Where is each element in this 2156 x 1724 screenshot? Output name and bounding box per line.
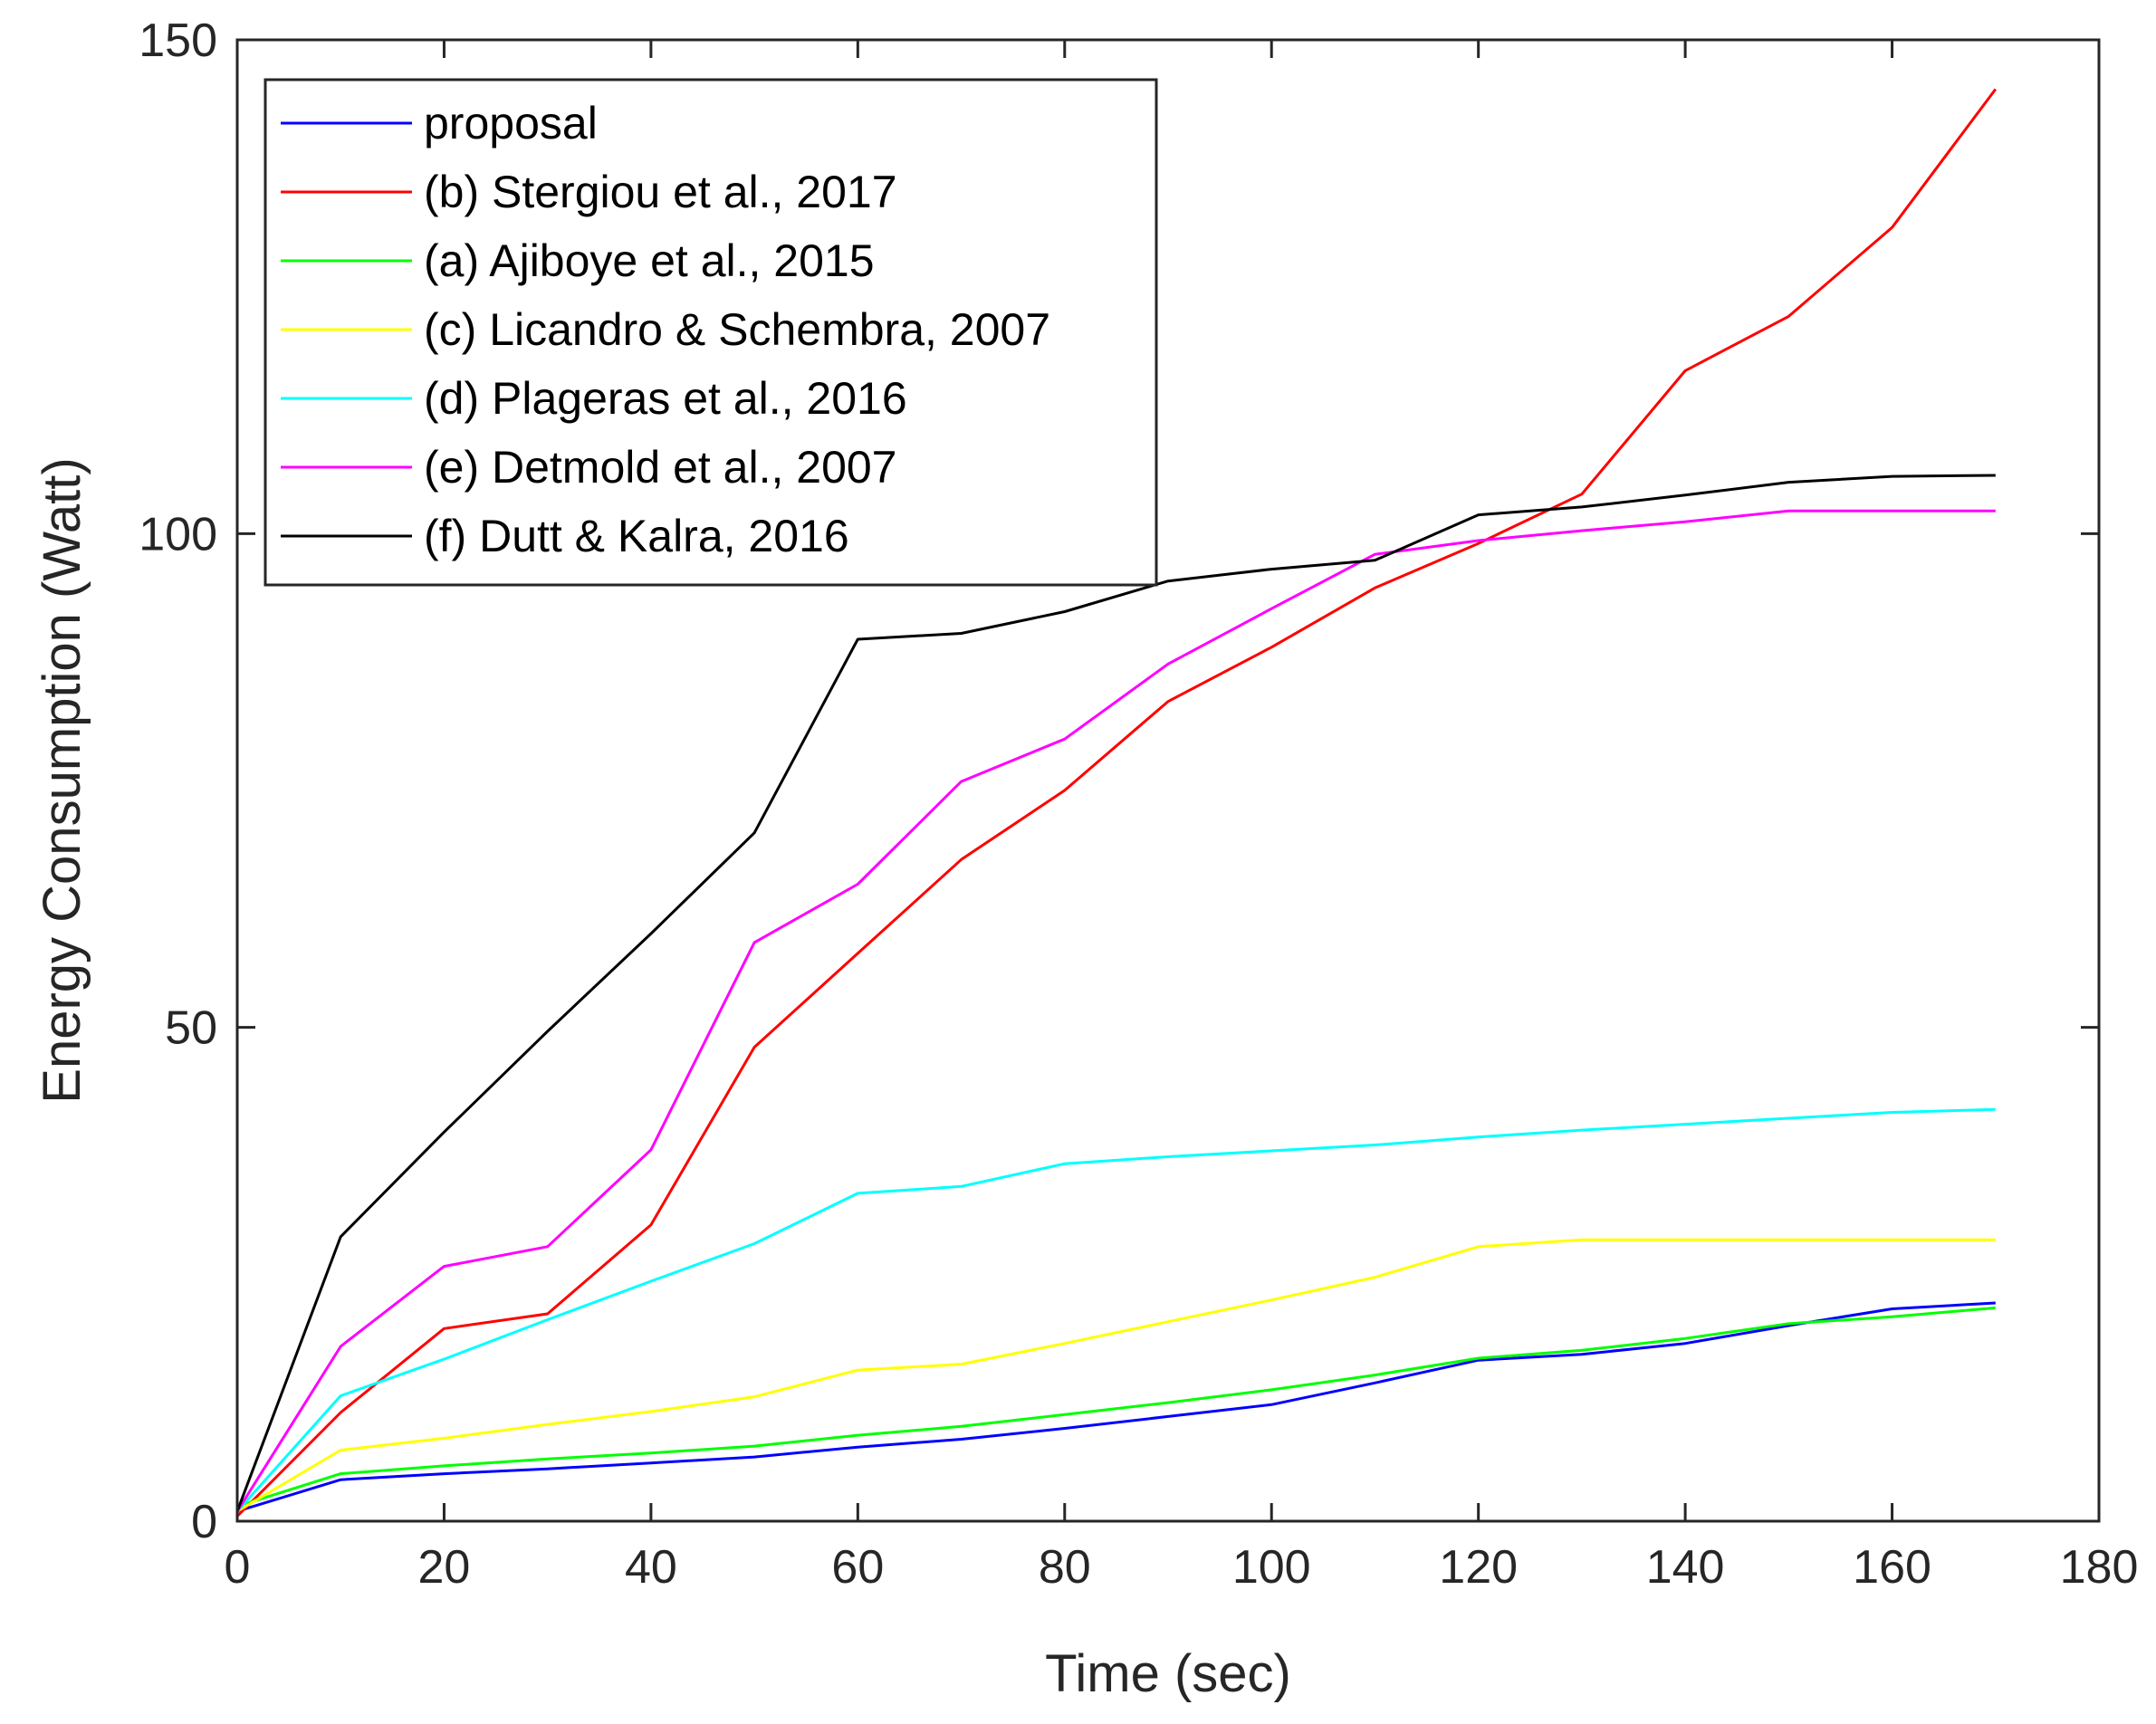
axes-layer [235,38,2101,1523]
series-line-e-detmold-et-al-2007 [235,509,1996,1512]
legend-label-f-dutt-kalra-2016: (f) Dutt & Kalra, 2016 [424,511,849,561]
series-line-f-dutt-kalra-2016 [235,474,1996,1512]
legend-label-proposal: proposal [424,98,598,148]
y-tick-label: 150 [139,14,217,67]
series-line-a-ajiboye-et-al-2015 [236,1306,1996,1508]
y-tick-label: 50 [165,1002,217,1055]
plot-area-box [235,38,2101,1523]
x-axis-title: Time (sec) [1045,1644,1291,1703]
x-tick-label: 100 [1232,1541,1311,1594]
x-tick-label: 0 [225,1541,251,1594]
series-line-b-stergiou-et-al-2017 [235,88,1998,1518]
y-axis-title: Energy Consumption (Watt) [33,457,91,1103]
ticks-layer: 0 20 40 60 80 100 120 140 160 180 0 50 100 150 [139,14,2138,1594]
y-tick-label: 0 [191,1496,217,1548]
legend-box [264,78,1158,587]
legend: proposal (b) Stergiou et al., 2017 (a) Aji… [264,78,1158,587]
x-tick-label: 180 [2060,1541,2139,1594]
legend-label-e-detmold-et-al-2007: (e) Detmold et al., 2007 [424,442,897,493]
legend-label-a-ajiboye-et-al-2015: (a) Ajiboye et al., 2015 [424,235,875,286]
y-tick-label: 100 [139,508,217,560]
x-tick-label: 40 [625,1541,677,1594]
legend-label-d-plageras-et-al-2016: (d) Plageras et al., 2016 [424,373,907,424]
x-tick-label: 120 [1439,1541,1518,1594]
x-tick-label: 160 [1853,1541,1931,1594]
series-line-d-plageras-et-al-2016 [235,1107,1996,1513]
legend-label-c-licandro-schembra-2007: (c) Licandro & Schembra, 2007 [424,304,1050,355]
x-tick-label: 80 [1039,1541,1091,1594]
series-layer [235,88,1998,1518]
series-line-c-licandro-schembra-2007 [236,1238,1996,1513]
x-tick-label: 140 [1646,1541,1725,1594]
x-tick-label: 60 [831,1541,884,1594]
x-tick-label: 20 [418,1541,471,1594]
legend-label-b-stergiou-et-al-2017: (b) Stergiou et al., 2017 [424,167,897,217]
series-line-proposal [236,1301,1996,1513]
